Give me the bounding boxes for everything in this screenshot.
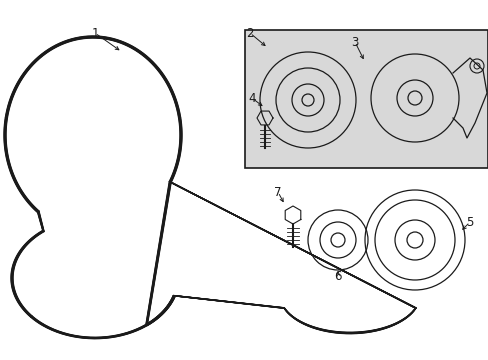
Text: 6: 6 — [334, 270, 341, 284]
Text: 1: 1 — [91, 27, 99, 40]
Text: 7: 7 — [274, 185, 281, 198]
Bar — [244, 30, 487, 168]
Text: 3: 3 — [350, 36, 358, 49]
Text: 4: 4 — [248, 91, 255, 104]
Text: 2: 2 — [246, 27, 253, 40]
Text: 5: 5 — [466, 216, 473, 229]
